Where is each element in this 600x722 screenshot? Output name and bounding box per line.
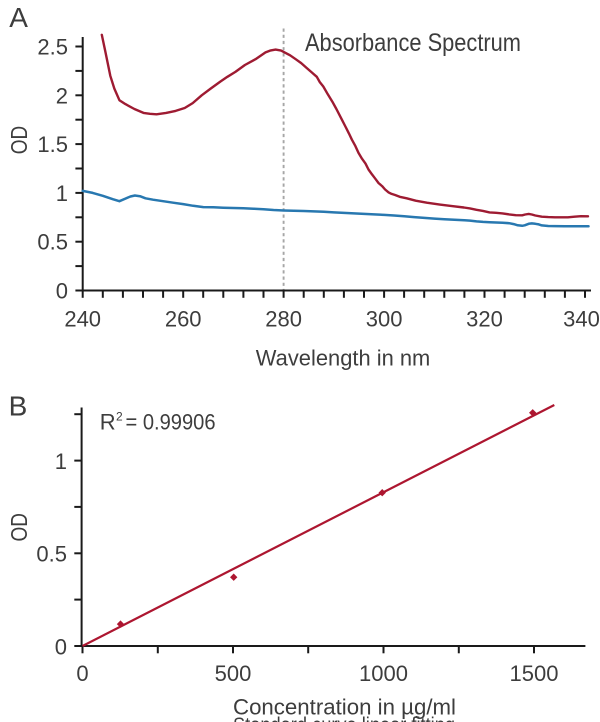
svg-text:1.5: 1.5 (37, 132, 68, 157)
svg-text:320: 320 (466, 307, 503, 332)
svg-text:0.5: 0.5 (36, 542, 67, 567)
svg-text:0: 0 (55, 634, 67, 659)
svg-text:1: 1 (55, 449, 67, 474)
svg-text:260: 260 (165, 307, 202, 332)
svg-text:0: 0 (76, 661, 88, 686)
svg-text:= 0.99906: = 0.99906 (126, 409, 216, 434)
svg-text:R: R (100, 409, 116, 434)
svg-text:Standard curve linear fitting: Standard curve linear fitting (233, 715, 455, 722)
svg-text:Concentration in µg/ml: Concentration in µg/ml (233, 695, 456, 720)
svg-text:Wavelength in nm: Wavelength in nm (256, 346, 430, 371)
svg-text:2: 2 (116, 410, 123, 424)
svg-text:1000: 1000 (359, 661, 408, 686)
svg-text:340: 340 (563, 307, 600, 332)
svg-text:1: 1 (56, 181, 68, 206)
svg-text:2: 2 (56, 83, 68, 108)
svg-text:0: 0 (56, 279, 68, 304)
svg-text:2.5: 2.5 (37, 35, 68, 60)
svg-text:240: 240 (64, 307, 101, 332)
svg-text:A: A (9, 2, 28, 33)
svg-text:500: 500 (215, 661, 252, 686)
svg-text:OD: OD (6, 513, 32, 542)
svg-text:280: 280 (265, 307, 302, 332)
svg-text:OD: OD (6, 126, 32, 155)
svg-text:1500: 1500 (510, 661, 559, 686)
svg-text:B: B (9, 391, 28, 422)
svg-text:0.5: 0.5 (37, 230, 68, 255)
svg-text:300: 300 (366, 307, 403, 332)
svg-text:Absorbance Spectrum: Absorbance Spectrum (305, 29, 521, 57)
